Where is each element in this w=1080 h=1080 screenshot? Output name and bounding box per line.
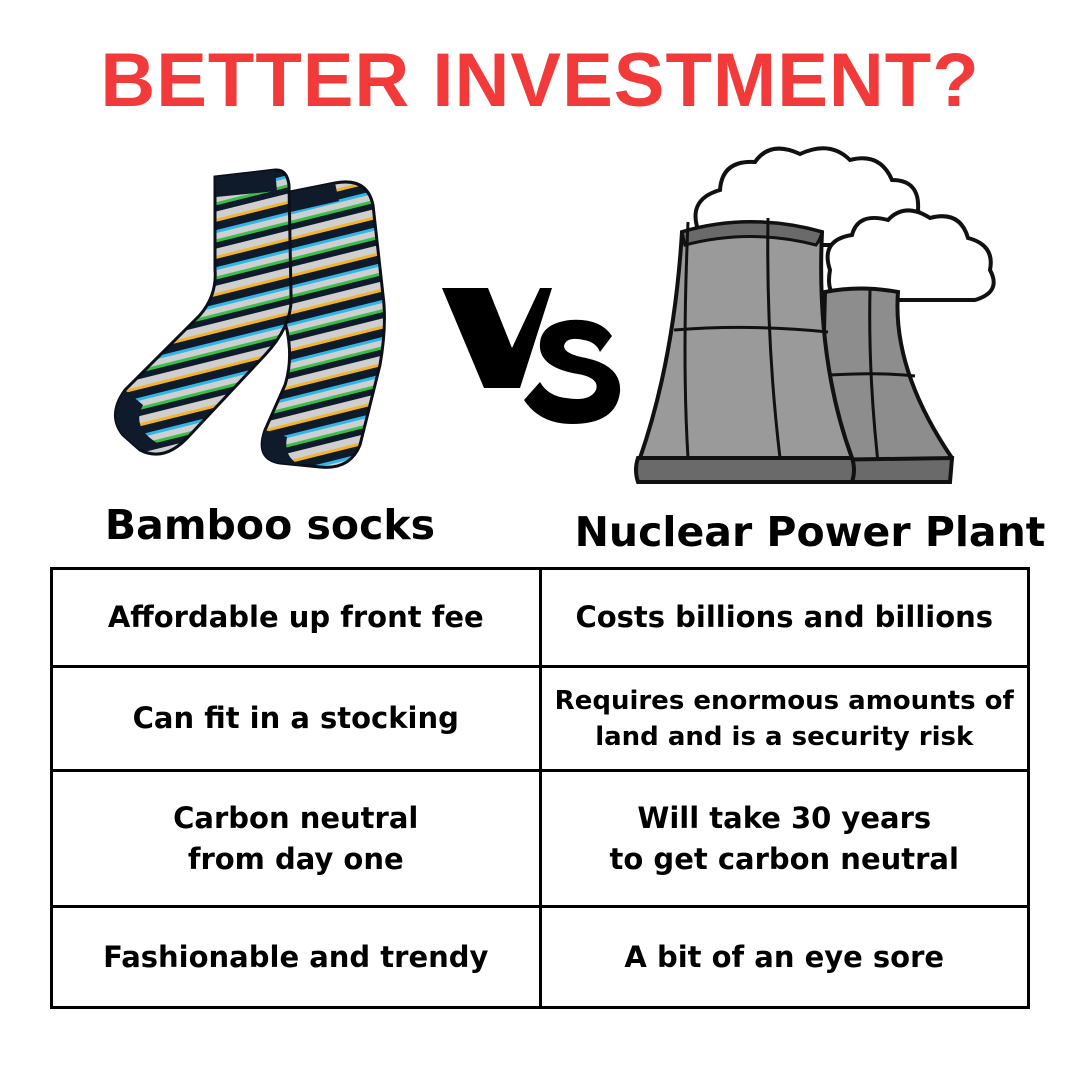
table-row: Carbon neutral from day one Will take 30…	[50, 769, 1030, 908]
table-cell: Can fit in a stocking	[50, 665, 542, 772]
table-row: Can fit in a stocking Requires enormous …	[50, 665, 1030, 772]
comparison-table: Affordable up front fee Costs billions a…	[50, 567, 1030, 1009]
page-title: BETTER INVESTMENT?	[100, 38, 980, 123]
column-label-left: Bamboo socks	[104, 501, 436, 549]
table-cell: Fashionable and trendy	[50, 905, 542, 1009]
table-cell: Affordable up front fee	[50, 567, 542, 668]
table-cell: Costs billions and billions	[538, 567, 1030, 668]
table-cell: Requires enormous amounts of land and is…	[538, 665, 1030, 772]
table-cell: A bit of an eye sore	[538, 905, 1030, 1009]
column-label-right: Nuclear Power Plant	[574, 508, 1046, 556]
table-cell: Carbon neutral from day one	[50, 769, 542, 908]
table-cell: Will take 30 years to get carbon neutral	[538, 769, 1030, 908]
striped-socks-image	[114, 168, 386, 469]
table-row: Affordable up front fee Costs billions a…	[50, 567, 1030, 668]
table-row: Fashionable and trendy A bit of an eye s…	[50, 905, 1030, 1009]
cooling-towers-illustration	[634, 146, 996, 484]
vs-logo: VS	[442, 288, 621, 424]
